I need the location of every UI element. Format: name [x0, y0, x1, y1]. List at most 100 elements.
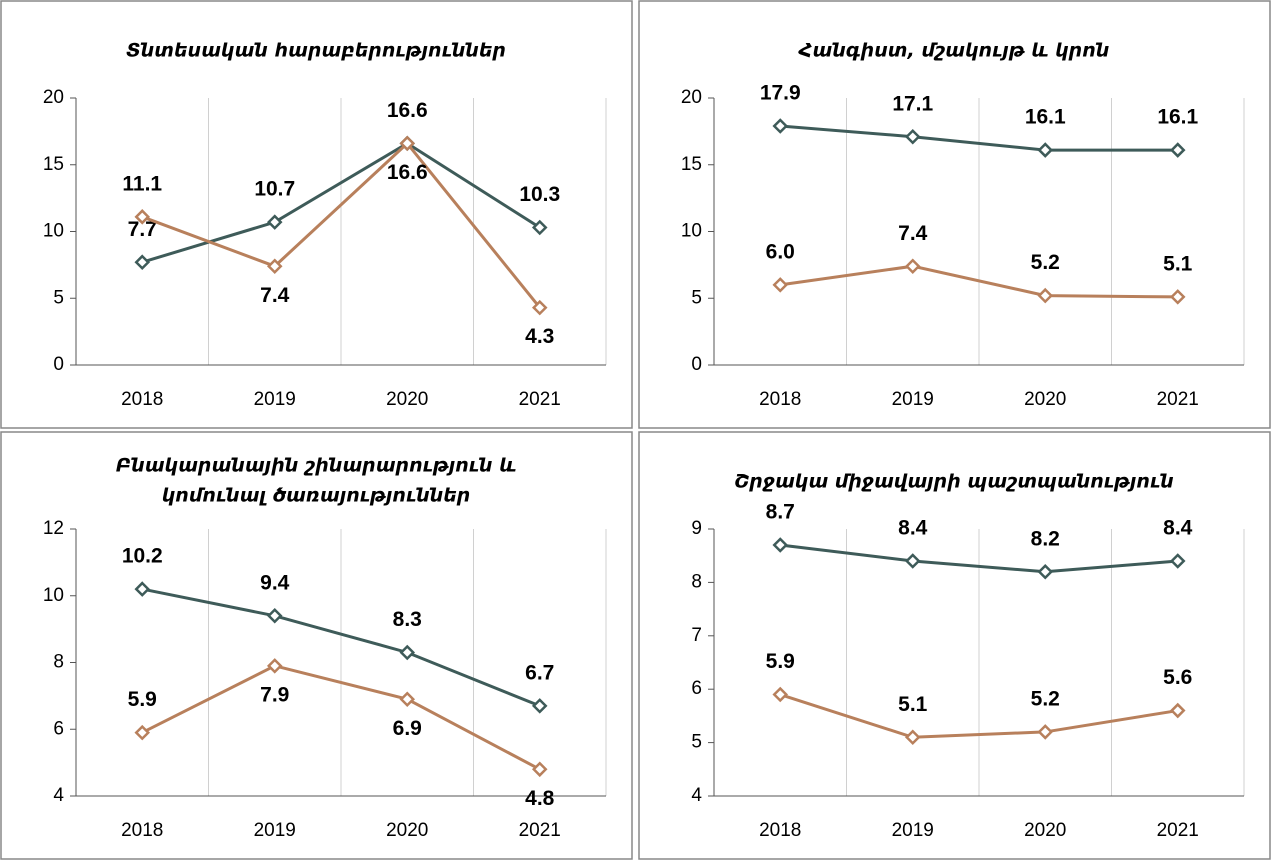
data-label: 9.4	[260, 571, 290, 594]
y-tick-label: 15	[681, 154, 702, 175]
x-tick-label: 2020	[386, 820, 428, 841]
data-label: 8.2	[1031, 527, 1060, 550]
data-label: 5.1	[1163, 252, 1193, 275]
data-label: 6.9	[393, 717, 422, 740]
data-label: 7.4	[898, 222, 928, 245]
y-tick-label: 20	[681, 87, 702, 108]
y-tick-label: 5	[691, 287, 702, 308]
data-label: 10.2	[122, 545, 163, 568]
data-label: 11.1	[122, 172, 162, 195]
series-line	[779, 693, 1178, 739]
marker	[134, 254, 151, 270]
marker	[1169, 553, 1186, 569]
marker	[134, 724, 151, 741]
data-label: 5.1	[898, 693, 928, 716]
series-line	[141, 141, 541, 309]
y-tick-label: 0	[691, 354, 702, 375]
y-tick-label: 4	[53, 785, 64, 806]
data-label: 6.0	[766, 240, 795, 263]
data-label: 16.6	[387, 161, 428, 184]
marker	[531, 761, 548, 778]
marker	[1169, 702, 1186, 719]
x-tick-label: 2019	[892, 820, 934, 841]
y-tick-label: 0	[53, 354, 64, 375]
chart-title: Հանգիստ, մշակույթ և կրոն	[798, 40, 1110, 62]
marker	[266, 608, 283, 624]
y-tick-label: 8	[53, 652, 64, 673]
y-tick-label: 7	[691, 625, 702, 646]
y-tick-label: 4	[691, 785, 702, 806]
marker	[1037, 142, 1054, 158]
panel-border	[0, 0, 633, 429]
data-label: 5.6	[1163, 666, 1192, 689]
data-label: 5.9	[128, 688, 157, 711]
data-label: 17.1	[892, 92, 933, 115]
x-tick-label: 2020	[1024, 820, 1066, 841]
data-label: 16.6	[387, 99, 428, 122]
data-label: 5.9	[766, 650, 795, 673]
x-tick-label: 2021	[519, 820, 561, 841]
marker	[134, 581, 151, 597]
marker	[904, 128, 921, 145]
y-tick-label: 8	[691, 571, 702, 592]
marker	[772, 118, 789, 134]
chart-title: Տնտեսական հարաբերություններ	[126, 40, 506, 62]
chart-title: Շրջակա միջավայրի պաշտպանություն	[734, 471, 1173, 493]
y-tick-label: 9	[691, 518, 702, 539]
x-tick-label: 2018	[121, 389, 163, 410]
marker	[399, 135, 416, 152]
series-line	[141, 587, 541, 708]
data-label: 10.3	[519, 183, 560, 206]
data-label: 10.7	[254, 178, 295, 201]
marker	[399, 644, 416, 661]
series-line	[141, 664, 541, 771]
data-label: 16.1	[1025, 106, 1066, 129]
marker	[772, 537, 789, 553]
x-tick-label: 2021	[1157, 389, 1199, 410]
panel-border	[638, 431, 1271, 860]
chart-panel: Հանգիստ, մշակույթ և կրոն 0 5 10 15 20 2018 2019…	[638, 0, 1271, 429]
marker	[266, 258, 283, 274]
chart-title: կոմունալ ծառայություններ	[162, 485, 471, 507]
marker	[904, 553, 921, 569]
chart-panel: Բնակարանային շինարարություն և կոմունալ ծա…	[0, 431, 633, 860]
marker	[1037, 724, 1054, 740]
x-tick-label: 2018	[759, 389, 801, 410]
x-tick-label: 2018	[121, 820, 163, 841]
chart-panel: Տնտեսական հարաբերություններ 0 5 10 15 20 2018 2…	[0, 0, 633, 429]
marker	[1037, 287, 1054, 304]
x-tick-label: 2020	[1024, 389, 1066, 410]
marker	[134, 209, 151, 225]
y-tick-label: 10	[681, 221, 702, 242]
panel-border	[0, 431, 633, 860]
x-tick-label: 2020	[386, 389, 428, 410]
marker	[531, 219, 548, 236]
marker	[266, 658, 283, 674]
marker	[266, 214, 283, 230]
x-tick-label: 2019	[254, 820, 296, 841]
marker	[1169, 289, 1186, 305]
series-line	[780, 124, 1178, 152]
y-tick-label: 6	[53, 718, 64, 739]
data-label: 16.1	[1157, 106, 1198, 129]
data-label: 6.7	[525, 661, 554, 684]
data-label: 5.2	[1031, 251, 1060, 274]
marker	[904, 258, 921, 274]
data-label: 8.3	[393, 608, 422, 631]
marker	[1169, 142, 1186, 158]
data-label: 4.3	[525, 325, 554, 348]
data-label: 5.2	[1031, 687, 1060, 710]
x-tick-label: 2019	[892, 389, 934, 410]
marker	[531, 299, 548, 316]
marker	[904, 729, 921, 746]
x-tick-label: 2019	[254, 389, 296, 410]
chart-panel: Շրջակա միջավայրի պաշտպանություն 4 5 6 7 8 9 201…	[638, 431, 1271, 860]
y-tick-label: 10	[43, 221, 64, 242]
data-label: 8.4	[898, 517, 928, 540]
panel-border	[638, 0, 1271, 429]
data-label: 7.4	[260, 284, 290, 307]
y-tick-label: 6	[691, 678, 702, 699]
chart-title: Բնակարանային շինարարություն և	[116, 455, 516, 477]
x-tick-label: 2021	[1157, 820, 1199, 841]
